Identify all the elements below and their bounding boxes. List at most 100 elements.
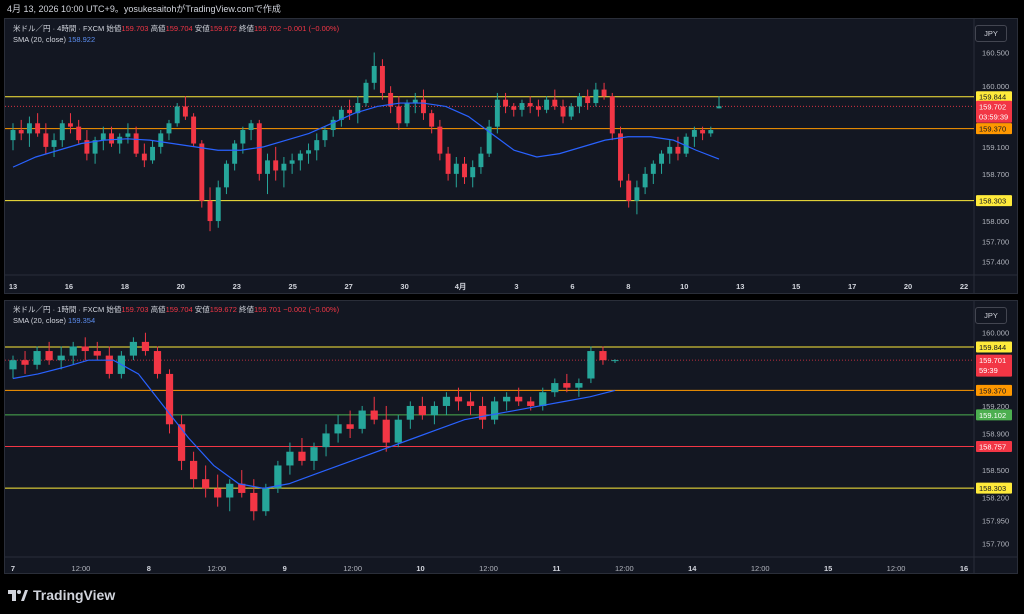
- candle-body: [568, 106, 574, 117]
- time-tick-label: 9: [283, 564, 287, 573]
- price-badge: [976, 384, 1012, 396]
- candle-body: [100, 133, 106, 141]
- price-badge-label: 158.757: [979, 443, 1006, 452]
- chart-4h-canvas[interactable]: 160.500160.000159.700159.100158.700158.3…: [5, 19, 1017, 293]
- candle-body: [165, 373, 174, 425]
- candle-body: [642, 173, 648, 188]
- candle-body: [453, 163, 459, 174]
- price-badge: [976, 441, 1012, 453]
- candle-body: [240, 130, 246, 144]
- candle-body: [9, 360, 17, 370]
- candle-body: [418, 405, 426, 416]
- candle-body: [273, 160, 279, 171]
- candle-body: [59, 123, 65, 141]
- candle-body: [232, 143, 238, 164]
- currency-button[interactable]: JPY: [975, 307, 1007, 324]
- candle-body: [109, 133, 114, 144]
- candle-body: [306, 150, 311, 154]
- time-tick-label: 12:00: [343, 564, 362, 573]
- legend-low: 159.672: [209, 305, 237, 314]
- candle-body: [105, 355, 113, 374]
- candle-body: [289, 160, 295, 164]
- candle-body: [141, 153, 147, 161]
- price-badge-label: 159.702: [979, 102, 1006, 111]
- candle-body: [226, 483, 234, 498]
- candle-body: [575, 383, 583, 388]
- price-badge: [976, 100, 1012, 123]
- candle-body: [215, 187, 221, 222]
- time-tick-label: 8: [147, 564, 151, 573]
- price-badge: [976, 123, 1012, 135]
- legend-symbol: 米ドル／円 · 4時間 · FXCM: [13, 24, 105, 33]
- time-tick-label: 15: [792, 282, 800, 291]
- tradingview-mark-icon: [8, 589, 28, 601]
- candle-body: [51, 140, 57, 147]
- candle-body: [68, 123, 73, 127]
- candle-body: [462, 163, 467, 178]
- candle-body: [445, 153, 451, 174]
- candle-body: [560, 106, 566, 117]
- candle-body: [69, 346, 77, 356]
- candle-body: [527, 103, 533, 107]
- candle-body: [286, 451, 294, 466]
- candle-body: [675, 146, 681, 154]
- candle-body: [84, 140, 90, 154]
- chart-panel-4h[interactable]: 160.500160.000159.700159.100158.700158.3…: [4, 18, 1018, 294]
- chart-1h-canvas[interactable]: 160.000159.600159.200158.900158.500158.2…: [5, 301, 1017, 573]
- time-tick-label: 13: [736, 282, 744, 291]
- candle-body: [618, 133, 623, 181]
- time-tick-label: 15: [824, 564, 832, 573]
- candle-body: [189, 460, 198, 480]
- price-tick-label: 157.700: [982, 539, 1009, 548]
- candle-body: [609, 96, 615, 134]
- candle-body: [563, 383, 571, 388]
- candle-body: [35, 123, 41, 134]
- candle-body: [503, 99, 509, 107]
- candle-body: [81, 346, 89, 352]
- candle-body: [33, 351, 41, 365]
- candle-body: [470, 167, 476, 178]
- legend-open-label: 始値: [106, 305, 122, 314]
- candle-body: [490, 401, 499, 420]
- candle-body: [310, 447, 318, 461]
- time-tick-label: 7: [11, 564, 15, 573]
- tradingview-logo[interactable]: TradingView: [8, 587, 115, 603]
- legend-low: 159.672: [209, 24, 237, 33]
- legend-high-label: 高値: [150, 305, 166, 314]
- currency-button[interactable]: JPY: [975, 25, 1007, 42]
- sma-line: [12, 359, 616, 489]
- candle-body: [274, 465, 282, 489]
- candle-body: [421, 99, 426, 114]
- candle-body: [412, 99, 418, 104]
- legend-symbol: 米ドル／円 · 1時間 · FXCM: [13, 305, 105, 314]
- sma-value: 159.354: [68, 316, 96, 325]
- price-tick-label: 157.700: [982, 237, 1009, 246]
- time-tick-label: 12:00: [887, 564, 906, 573]
- candle-body: [515, 396, 523, 402]
- time-tick-label: 12:00: [615, 564, 634, 573]
- price-tick-label: 158.500: [982, 466, 1009, 475]
- candle-body: [585, 96, 591, 104]
- candle-body: [338, 109, 344, 120]
- candle-body: [503, 396, 511, 402]
- legend-open: 159.703: [121, 305, 149, 314]
- time-tick-label: 16: [65, 282, 73, 291]
- candle-body: [659, 153, 664, 164]
- candle-body: [404, 103, 410, 124]
- time-tick-label: 23: [233, 282, 241, 291]
- candle-body: [250, 492, 258, 512]
- candle-body: [297, 153, 303, 161]
- chart-panel-1h[interactable]: 160.000159.600159.200158.900158.500158.2…: [4, 300, 1018, 574]
- time-tick-label: 18: [121, 282, 129, 291]
- legend-close-label: 終値: [239, 24, 254, 33]
- candle-body: [256, 123, 262, 174]
- candle-body: [478, 405, 487, 420]
- candle-body: [527, 401, 535, 406]
- candle-body: [21, 360, 29, 365]
- candle-body: [519, 103, 525, 110]
- legend-close: 159.702: [254, 24, 282, 33]
- candle-body: [322, 130, 328, 141]
- price-tick-label: 158.000: [982, 217, 1009, 226]
- candle-body: [150, 146, 156, 161]
- price-badge-label: 59:39: [979, 366, 998, 375]
